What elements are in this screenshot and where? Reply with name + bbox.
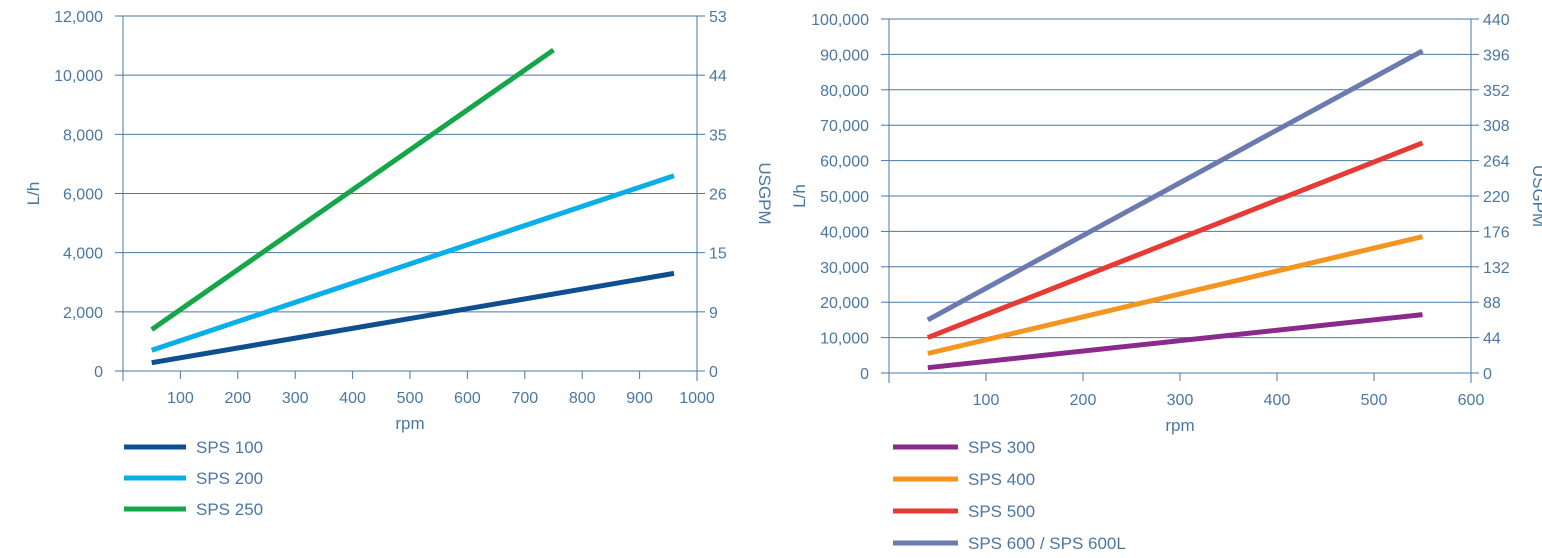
legend-label: SPS 200 (196, 469, 263, 488)
y2-tick-label: 26 (709, 187, 727, 204)
y2-tick-label: 308 (1483, 118, 1510, 135)
y2-tick-label: 220 (1483, 189, 1510, 206)
legend-label: SPS 300 (968, 438, 1035, 457)
legend-label: SPS 500 (968, 502, 1035, 521)
y2-tick-label: 9 (709, 305, 718, 322)
x-axis-title: rpm (1165, 416, 1194, 435)
x-tick-label: 100 (973, 392, 1000, 409)
y2-tick-label: 0 (709, 364, 718, 381)
x-tick-label: 600 (454, 390, 481, 407)
x-tick-label: 400 (1264, 392, 1291, 409)
y2-tick-label: 352 (1483, 83, 1510, 100)
legend-label: SPS 100 (196, 438, 263, 457)
y2-tick-label: 440 (1483, 12, 1510, 29)
y-tick-label: 70,000 (820, 118, 869, 135)
y2-tick-label: 264 (1483, 154, 1510, 171)
y-axis-title: L/h (24, 182, 43, 206)
y-tick-label: 60,000 (820, 154, 869, 171)
y-tick-label: 12,000 (54, 9, 103, 26)
x-axis-title: rpm (395, 414, 424, 433)
y-tick-label: 6,000 (63, 187, 103, 204)
y2-tick-label: 176 (1483, 224, 1510, 241)
x-tick-label: 300 (282, 390, 309, 407)
series-line-2 (150, 47, 555, 332)
x-tick-label: 400 (339, 390, 366, 407)
series-line-3 (926, 48, 1424, 323)
y-axis-title: L/h (790, 184, 809, 208)
series-line-0 (927, 312, 1423, 371)
y2-tick-label: 44 (709, 68, 727, 85)
y-tick-label: 90,000 (820, 47, 869, 64)
legend-label: SPS 250 (196, 500, 263, 519)
series-line-1 (927, 234, 1424, 356)
x-tick-label: 900 (626, 390, 653, 407)
y-tick-label: 20,000 (820, 295, 869, 312)
x-tick-label: 500 (397, 390, 424, 407)
rpm-flow-chart-small: 0 0 2,000 9 4,000 15 6,000 26 8,000 35 10,000 44 12,… (24, 9, 774, 519)
y-tick-label: 8,000 (63, 127, 103, 144)
x-tick-label: 200 (1070, 392, 1097, 409)
series-line-1 (150, 173, 675, 353)
rpm-flow-chart-large: 0 0 10,000 44 20,000 88 30,000 132 40,000 176 50,0… (790, 12, 1542, 553)
y-tick-label: 10,000 (820, 331, 869, 348)
y-tick-label: 10,000 (54, 68, 103, 85)
y-tick-label: 80,000 (820, 83, 869, 100)
y2-tick-label: 35 (709, 127, 727, 144)
y-tick-label: 2,000 (63, 305, 103, 322)
y2-tick-label: 44 (1483, 331, 1501, 348)
legend-label: SPS 600 / SPS 600L (968, 534, 1126, 553)
y2-tick-label: 88 (1483, 295, 1501, 312)
x-tick-label: 1000 (679, 390, 715, 407)
y-tick-label: 30,000 (820, 260, 869, 277)
x-tick-label: 200 (224, 390, 251, 407)
x-tick-label: 100 (167, 390, 194, 407)
x-tick-label: 500 (1361, 392, 1388, 409)
x-tick-label: 700 (511, 390, 538, 407)
y2-axis-title: USGPM (1529, 165, 1542, 227)
series-line-2 (926, 140, 1424, 340)
y-tick-label: 40,000 (820, 224, 869, 241)
x-tick-label: 800 (569, 390, 596, 407)
y2-tick-label: 15 (709, 246, 727, 263)
y2-tick-label: 0 (1483, 366, 1492, 383)
series-line-0 (151, 270, 675, 366)
y2-tick-label: 396 (1483, 47, 1510, 64)
y2-tick-label: 132 (1483, 260, 1510, 277)
legend-label: SPS 400 (968, 470, 1035, 489)
x-tick-label: 600 (1458, 392, 1485, 409)
y2-axis-title: USGPM (755, 162, 774, 224)
y2-tick-label: 53 (709, 9, 727, 26)
x-tick-label: 300 (1167, 392, 1194, 409)
y-tick-label: 100,000 (811, 12, 869, 29)
y-tick-label: 50,000 (820, 189, 869, 206)
y-tick-label: 4,000 (63, 246, 103, 263)
y-tick-label: 0 (860, 366, 869, 383)
y-tick-label: 0 (94, 364, 103, 381)
